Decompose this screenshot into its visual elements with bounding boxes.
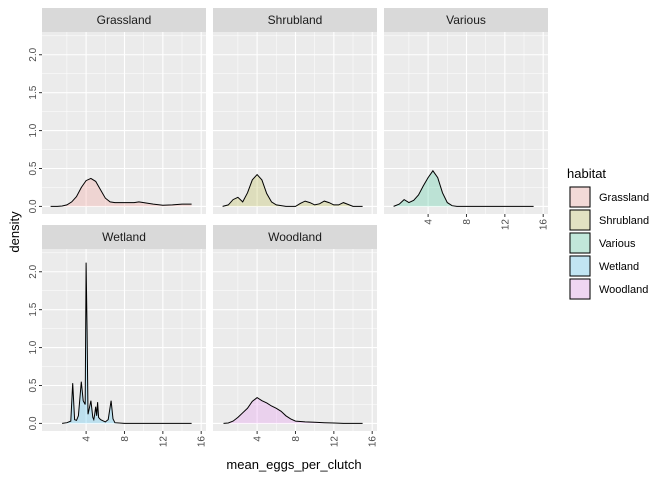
density-area-shrubland [222, 174, 363, 207]
legend-key-grassland [569, 186, 591, 208]
strip-label-shrubland: Shrubland [268, 13, 323, 27]
x-tick-label: 12 [158, 436, 169, 448]
legend-item-shrubland: Shrubland [569, 209, 649, 231]
legend-label-various: Various [599, 238, 636, 250]
x-tick-label: 16 [368, 436, 379, 448]
legend-label-wetland: Wetland [599, 261, 639, 273]
density-area-woodland [223, 397, 363, 424]
x-tick-label: 4 [424, 219, 435, 225]
legend-item-various: Various [569, 232, 636, 254]
legend: habitat Grassland Shrubland Various Wetland… [567, 166, 649, 300]
legend-key-bg-woodland [569, 278, 591, 300]
y-tick-label: 2.0 [28, 264, 39, 278]
legend-label-woodland: Woodland [599, 284, 648, 296]
x-tick-label: 4 [253, 436, 264, 442]
y-tick-label: 1.5 [28, 302, 39, 316]
density-line-shrubland [222, 173, 363, 207]
legend-key-various [569, 232, 591, 254]
x-tick-label: 8 [291, 436, 302, 442]
y-axis-title: density [7, 211, 22, 253]
x-tick-label: 8 [462, 219, 473, 225]
density-area-grassland [50, 178, 192, 207]
legend-key-bg-shrubland [569, 209, 591, 231]
legend-item-woodland: Woodland [569, 278, 648, 300]
legend-key-bg-various [569, 232, 591, 254]
y-tick-label: 0.0 [28, 416, 39, 430]
y-tick-label: 1.5 [28, 85, 39, 99]
facet-wetland: Wetland 0.0 0.5 1.0 1.5 2.0 4 8 12 16 [28, 225, 208, 447]
y-tick-label: 0.0 [28, 199, 39, 213]
legend-label-shrubland: Shrubland [599, 215, 649, 227]
y-tick-label: 0.5 [28, 378, 39, 392]
strip-label-woodland: Woodland [268, 230, 322, 244]
facet-panels: Grassland 0.0 0.5 1.0 1.5 2.0 Shrubland Various… [28, 8, 550, 447]
x-tick-label: 16 [539, 219, 550, 231]
legend-label-grassland: Grassland [599, 192, 649, 204]
x-tick-label: 4 [82, 436, 93, 442]
density-line-woodland [223, 396, 363, 424]
strip-shrubland [213, 8, 377, 32]
legend-title: habitat [567, 166, 606, 181]
y-tick-label: 1.0 [28, 123, 39, 137]
x-tick-label: 12 [329, 436, 340, 448]
y-tick-label: 1.0 [28, 340, 39, 354]
strip-various [384, 8, 548, 32]
y-tick-label: 2.0 [28, 47, 39, 61]
strip-wetland [42, 225, 206, 249]
legend-key-bg-wetland [569, 255, 591, 277]
legend-key-shrubland [569, 209, 591, 231]
x-tick-label: 12 [500, 219, 511, 231]
strip-grassland [42, 8, 206, 32]
legend-item-wetland: Wetland [569, 255, 639, 277]
x-tick-label: 16 [197, 436, 208, 448]
density-line-grassland [50, 177, 192, 207]
facet-various: Various 4 8 12 16 [384, 8, 550, 230]
y-tick-label: 0.5 [28, 161, 39, 175]
x-axis-title: mean_eggs_per_clutch [226, 457, 361, 472]
density-area-various [393, 170, 534, 207]
facet-woodland: Woodland 4 8 12 16 [213, 225, 379, 447]
facet-grassland: Grassland 0.0 0.5 1.0 1.5 2.0 [28, 8, 206, 214]
legend-key-bg-grassland [569, 186, 591, 208]
legend-key-woodland [569, 278, 591, 300]
legend-key-wetland [569, 255, 591, 277]
strip-label-grassland: Grassland [97, 13, 152, 27]
strip-label-various: Various [446, 13, 486, 27]
strip-woodland [213, 225, 377, 249]
strip-label-wetland: Wetland [102, 230, 146, 244]
density-line-various [393, 169, 534, 207]
x-tick-label: 8 [120, 436, 131, 442]
density-line-wetland [62, 262, 192, 424]
facet-shrubland: Shrubland [213, 8, 377, 214]
legend-item-grassland: Grassland [569, 186, 649, 208]
